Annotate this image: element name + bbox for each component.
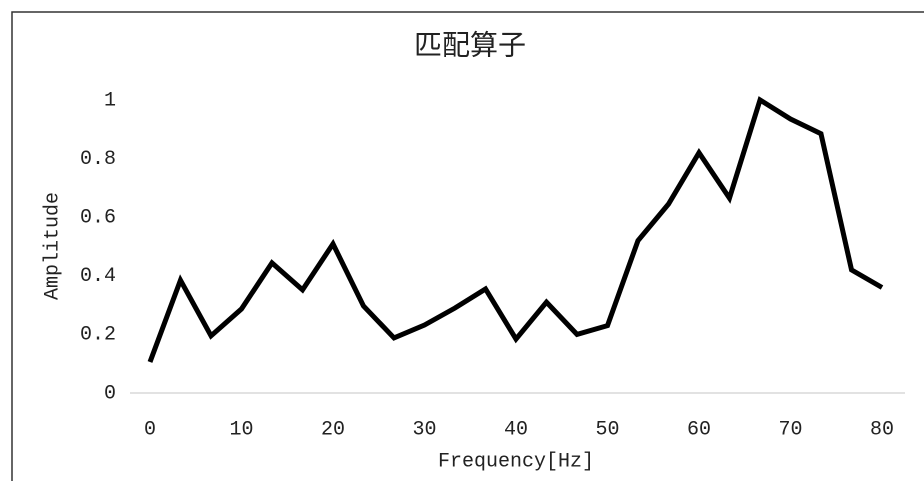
x-tick-label: 20 bbox=[321, 418, 345, 441]
x-tick-label: 50 bbox=[595, 418, 619, 441]
x-tick-label: 70 bbox=[778, 418, 802, 441]
chart-title: 匹配算子 bbox=[414, 29, 526, 61]
y-tick-label: 0 bbox=[104, 382, 116, 405]
x-tick-label: 0 bbox=[144, 418, 156, 441]
y-tick-label: 0.2 bbox=[80, 324, 116, 347]
y-tick-label: 1 bbox=[104, 89, 116, 112]
x-tick-label: 60 bbox=[687, 418, 711, 441]
x-tick-label: 30 bbox=[412, 418, 436, 441]
y-tick-label: 0.6 bbox=[80, 206, 116, 229]
y-tick-label: 0.4 bbox=[80, 265, 116, 288]
x-tick-label: 80 bbox=[870, 418, 894, 441]
x-axis-label: Frequency[Hz] bbox=[438, 450, 594, 473]
chart-frame bbox=[11, 11, 924, 481]
y-tick-label: 0.8 bbox=[80, 148, 116, 171]
x-tick-label: 10 bbox=[229, 418, 253, 441]
y-axis-label: Amplitude bbox=[41, 192, 64, 300]
x-tick-label: 40 bbox=[504, 418, 528, 441]
data-line bbox=[147, 96, 884, 363]
